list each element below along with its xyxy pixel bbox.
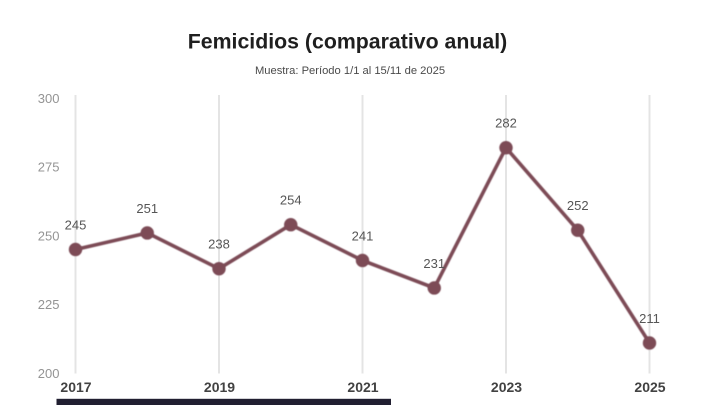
svg-text:2019: 2019 — [204, 379, 235, 395]
svg-text:282: 282 — [495, 116, 517, 131]
svg-text:241: 241 — [352, 228, 374, 243]
svg-text:252: 252 — [567, 198, 589, 213]
svg-text:2017: 2017 — [60, 379, 91, 395]
svg-text:2023: 2023 — [491, 379, 522, 395]
svg-text:300: 300 — [38, 91, 60, 106]
svg-text:Muestra: Período 1/1 al 15/11: Muestra: Período 1/1 al 15/11 de 2025 — [255, 65, 445, 77]
svg-text:2021: 2021 — [347, 379, 378, 395]
svg-text:250: 250 — [38, 228, 60, 243]
svg-text:254: 254 — [280, 193, 302, 208]
svg-text:238: 238 — [208, 237, 230, 252]
svg-text:225: 225 — [38, 297, 60, 312]
svg-text:Femicidios (comparativo anual): Femicidios (comparativo anual) — [188, 30, 508, 54]
svg-text:2025: 2025 — [634, 379, 665, 395]
svg-text:211: 211 — [639, 311, 660, 326]
svg-text:275: 275 — [38, 160, 60, 175]
svg-text:245: 245 — [65, 217, 87, 232]
svg-text:200: 200 — [38, 366, 60, 381]
svg-text:251: 251 — [136, 201, 158, 216]
svg-text:231: 231 — [423, 256, 445, 271]
